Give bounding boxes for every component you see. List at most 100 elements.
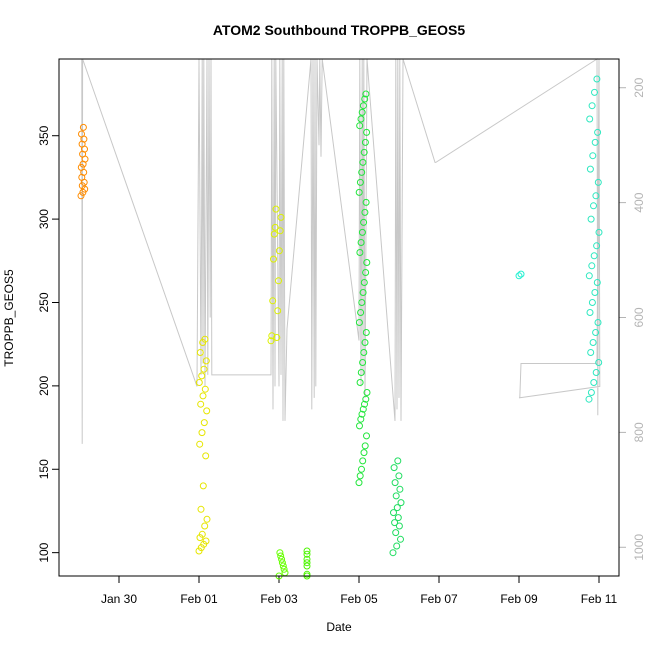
data-point <box>360 449 368 457</box>
data-point <box>357 115 365 123</box>
data-point <box>195 379 203 386</box>
data-point <box>359 158 367 166</box>
y-axis-label: TROPPB_GEOS5 <box>2 269 16 367</box>
data-point <box>357 309 365 316</box>
data-point <box>272 205 280 213</box>
data-point <box>274 307 282 315</box>
data-point <box>591 88 598 96</box>
data-point <box>355 319 363 326</box>
data-point <box>590 202 597 210</box>
data-point <box>358 108 366 116</box>
secondary-tick-label: 600 <box>632 307 646 327</box>
data-point <box>593 75 601 83</box>
data-point <box>391 479 399 487</box>
secondary-tick-label: 1000 <box>632 534 646 561</box>
data-point <box>391 519 399 527</box>
data-point <box>361 400 368 408</box>
data-point <box>588 262 596 270</box>
data-point <box>275 277 282 285</box>
data-point <box>361 442 369 450</box>
data-point <box>393 542 401 550</box>
data-point <box>397 499 405 507</box>
data-point <box>199 482 207 490</box>
data-point <box>587 215 595 223</box>
data-point <box>592 329 600 336</box>
data-point <box>275 247 283 255</box>
data-point <box>356 249 364 256</box>
data-point <box>589 339 597 346</box>
data-point <box>303 559 311 567</box>
data-point <box>203 407 211 415</box>
data-point <box>594 319 602 326</box>
data-point <box>201 522 209 530</box>
data-point <box>586 115 594 123</box>
x-axis-label: Date <box>326 620 352 634</box>
data-point <box>303 555 311 563</box>
data-point <box>359 289 367 296</box>
data-point <box>200 365 208 373</box>
data-point <box>77 163 85 171</box>
data-point <box>358 465 365 473</box>
x-tick-label: Feb 03 <box>260 592 298 606</box>
data-point <box>202 357 210 365</box>
chart-title: ATOM2 Southbound TROPPB_GEOS5 <box>213 22 465 38</box>
data-point <box>357 239 365 246</box>
plot-frame <box>58 58 620 577</box>
data-point <box>517 270 525 278</box>
data-point <box>358 168 366 176</box>
data-point <box>360 148 368 156</box>
data-point <box>198 372 206 380</box>
data-point <box>595 228 603 236</box>
data-point <box>396 485 404 493</box>
data-point <box>592 192 600 200</box>
data-point <box>277 213 285 221</box>
data-point <box>358 228 366 236</box>
y-tick-label: 300 <box>37 209 51 229</box>
data-point <box>200 419 208 427</box>
data-point <box>203 515 211 523</box>
data-point <box>355 479 363 487</box>
data-point <box>198 429 206 437</box>
data-point <box>267 337 275 345</box>
data-point <box>591 138 599 146</box>
data-point <box>359 457 367 465</box>
secondary-tick-label: 200 <box>632 77 646 97</box>
data-point <box>589 152 597 160</box>
data-point <box>362 329 370 336</box>
data-point <box>361 339 369 346</box>
data-point <box>196 349 204 356</box>
data-point <box>303 562 311 570</box>
data-point <box>77 192 85 200</box>
data-point <box>594 178 602 186</box>
data-point <box>362 269 370 276</box>
data-point <box>201 335 209 343</box>
x-tick-label: Jan 30 <box>101 592 137 606</box>
y-tick-label: 350 <box>37 125 51 145</box>
data-point <box>585 395 593 403</box>
secondary-tick-label: 400 <box>632 192 646 212</box>
data-point <box>362 90 370 98</box>
data-point <box>360 349 368 356</box>
data-point <box>356 122 364 130</box>
data-point <box>363 259 371 266</box>
data-point <box>196 440 204 448</box>
data-point <box>594 128 602 136</box>
data-point <box>586 309 594 316</box>
data-point <box>359 359 367 366</box>
data-point <box>363 432 370 440</box>
data-point <box>199 392 207 400</box>
data-point <box>595 359 603 366</box>
data-point <box>394 457 402 465</box>
data-point <box>359 405 367 413</box>
data-point <box>585 272 593 280</box>
data-point <box>202 452 210 460</box>
data-point <box>357 369 365 376</box>
data-point <box>363 389 371 396</box>
data-point <box>588 299 596 306</box>
data-point <box>201 385 209 393</box>
data-point <box>360 279 368 286</box>
data-point <box>197 400 205 408</box>
x-tick-label: Feb 01 <box>180 592 218 606</box>
data-point <box>593 242 601 250</box>
